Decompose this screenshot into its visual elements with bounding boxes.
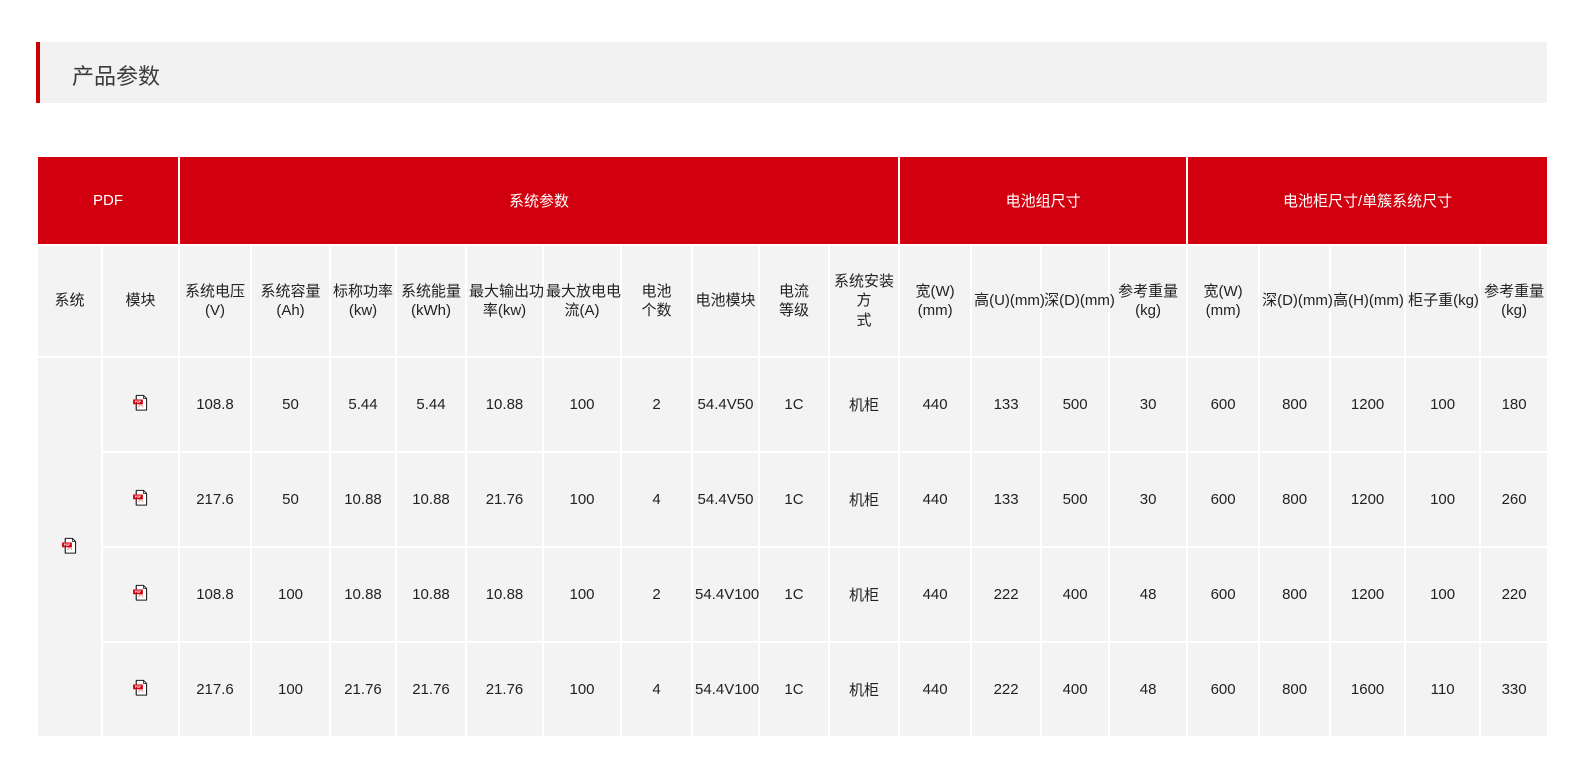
- svg-text:PDF: PDF: [135, 590, 141, 594]
- svg-text:PDF: PDF: [135, 400, 141, 404]
- svg-text:PDF: PDF: [64, 543, 70, 547]
- svg-text:PDF: PDF: [135, 685, 141, 689]
- svg-text:PDF: PDF: [135, 495, 141, 499]
